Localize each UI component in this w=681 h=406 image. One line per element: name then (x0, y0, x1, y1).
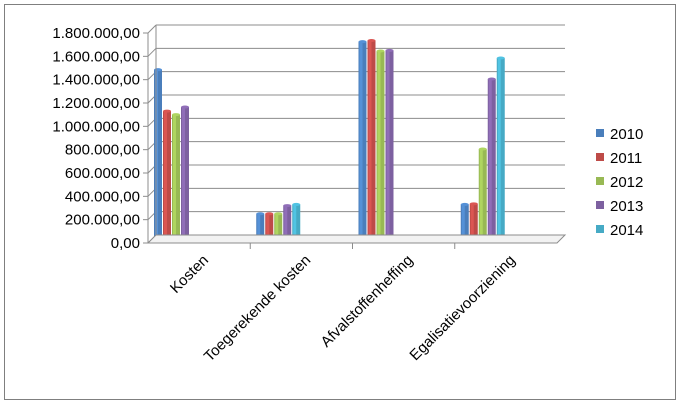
category-label: Egalisatievoorziening (406, 252, 518, 364)
legend-label: 2013 (610, 198, 643, 215)
y-tick-label: 200.000,00 (65, 212, 140, 229)
bar-highlight (173, 114, 176, 241)
bar-highlight (479, 149, 483, 241)
bar-2012-1 (274, 212, 283, 241)
bar-top (265, 212, 274, 216)
y-axis-ticks: 0,00 200.000,00 400.000,00 600.000,00 800.00… (52, 25, 148, 252)
bar-top (163, 109, 171, 113)
bar-highlight (275, 213, 279, 241)
legend-label: 2010 (610, 126, 643, 143)
bar-top (496, 56, 505, 60)
bar-top (154, 68, 162, 72)
y-tick-label: 1.000.000,00 (52, 118, 140, 135)
bar-highlight (266, 213, 270, 241)
bar-highlight (182, 107, 185, 241)
bar-highlight (284, 205, 288, 241)
legend-swatch (596, 225, 604, 233)
category-label: Afvalstoffenheffing (318, 252, 417, 351)
legend-swatch (596, 129, 604, 137)
bar-highlight (377, 51, 381, 241)
bar-top (376, 49, 385, 53)
bar-top (487, 77, 496, 81)
bar-highlight (386, 50, 390, 241)
bar-top (385, 48, 394, 52)
bar-top (181, 105, 189, 109)
bar-highlight (488, 79, 492, 241)
legend-label: 2012 (610, 174, 643, 191)
bar-2013-1 (283, 204, 292, 241)
y-tick-label: 1.200.000,00 (52, 95, 140, 112)
legend-label: 2011 (610, 150, 642, 167)
bar-2010-0 (154, 68, 162, 242)
bar-2014-3 (496, 56, 505, 241)
bars (154, 39, 505, 242)
category-label: Toegerekende kosten (201, 252, 314, 365)
bar-2012-0 (172, 113, 180, 241)
legend-label: 2014 (610, 222, 643, 239)
bar-top (358, 40, 367, 44)
bar-top (292, 202, 301, 206)
bar-top (274, 212, 283, 216)
legend-item-2013: 2013 (596, 198, 643, 215)
bar-highlight (257, 213, 261, 241)
bar-highlight (293, 204, 297, 241)
bar-2013-0 (181, 105, 189, 241)
bar-highlight (359, 41, 363, 241)
bar-2013-3 (487, 77, 496, 241)
legend-item-2012: 2012 (596, 174, 643, 191)
legend-item-2010: 2010 (596, 126, 643, 143)
bar-2010-3 (460, 202, 469, 241)
bar-2013-2 (385, 48, 394, 241)
y-tick-label: 1.400.000,00 (52, 72, 140, 89)
y-tick-label: 400.000,00 (65, 188, 140, 205)
bar-top (256, 212, 265, 216)
bar-top (283, 204, 292, 208)
y-tick-label: 800.000,00 (65, 142, 140, 159)
bar-2011-2 (367, 39, 376, 241)
legend-item-2014: 2014 (596, 222, 643, 239)
legend-item-2011: 2011 (596, 150, 642, 167)
bar-2010-2 (358, 40, 367, 241)
bar-top (367, 39, 376, 42)
axes (146, 25, 567, 249)
chart-frame (4, 4, 676, 400)
bar-highlight (470, 203, 474, 241)
legend-swatch (596, 153, 604, 161)
y-tick-label: 1.600.000,00 (52, 48, 140, 65)
y-tick-label: 0,00 (111, 235, 140, 252)
bar-top (460, 202, 469, 206)
bar-2011-0 (163, 109, 171, 241)
bar-highlight (164, 111, 167, 241)
bar-2012-3 (478, 147, 487, 241)
chart-floor (146, 234, 567, 244)
category-label: Kosten (167, 252, 212, 297)
y-tick-label: 600.000,00 (65, 165, 140, 182)
bar-2010-1 (256, 212, 265, 241)
y-tick-label: 1.800.000,00 (52, 25, 140, 42)
gridline-depth (147, 24, 157, 34)
legend: 2010 2011 2012 2013 2014 (596, 126, 643, 239)
bar-2011-1 (265, 212, 274, 241)
bar-top (469, 202, 478, 206)
legend-swatch (596, 177, 604, 185)
bar-highlight (368, 40, 372, 241)
gridline-depth (147, 47, 157, 57)
bar-2011-3 (469, 202, 478, 241)
bar-top (478, 147, 487, 151)
bar-2014-1 (292, 202, 301, 241)
bar-2012-2 (376, 49, 385, 241)
bar-highlight (497, 58, 501, 241)
legend-swatch (596, 201, 604, 209)
bar-highlight (461, 204, 465, 241)
bar-top (172, 113, 180, 117)
